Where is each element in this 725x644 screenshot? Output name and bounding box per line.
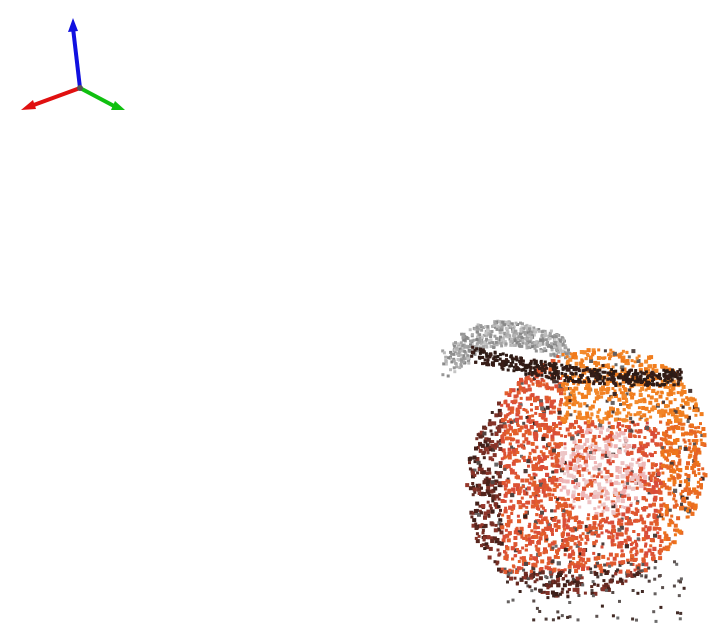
y-axis-line: [79, 86, 115, 108]
x-axis-arrowhead: [21, 100, 36, 110]
z-axis-line: [71, 27, 82, 89]
axes-orientation-gizmo: [21, 18, 125, 110]
y-axis-arrowhead: [111, 101, 125, 110]
z-axis-arrowhead: [68, 18, 78, 32]
axes-origin: [77, 85, 83, 91]
x-axis-line: [30, 86, 81, 108]
